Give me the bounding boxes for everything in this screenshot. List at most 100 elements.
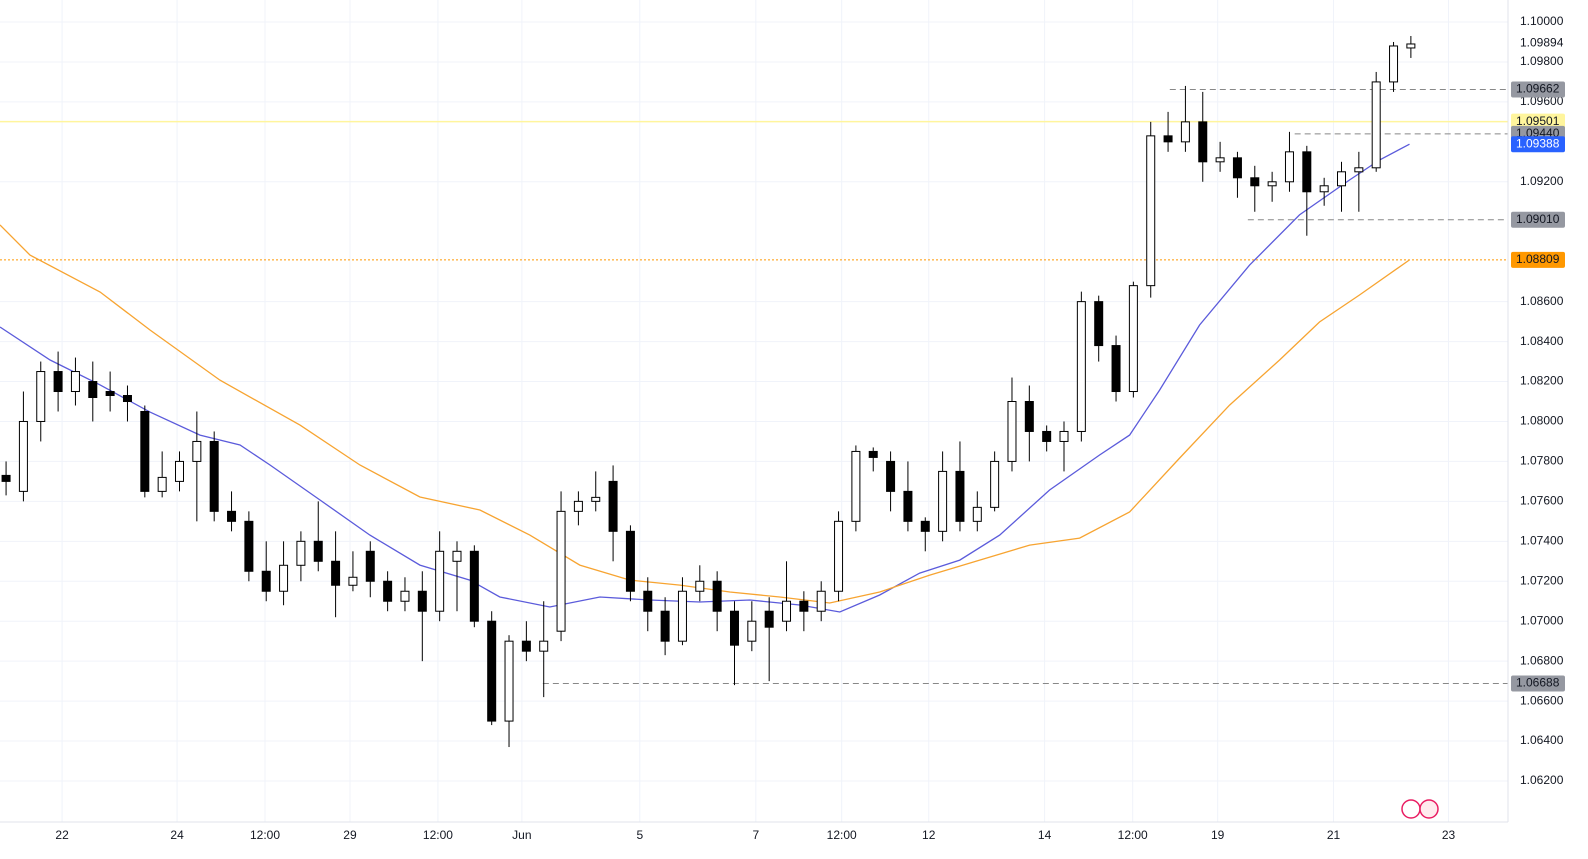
x-tick-label: 12:00 — [827, 828, 857, 842]
y-tick-label: 1.08200 — [1520, 374, 1564, 388]
price-label: 1.08809 — [1516, 252, 1560, 266]
candle-body — [435, 550, 445, 612]
candle-body — [868, 450, 878, 458]
moving-average — [0, 143, 1410, 613]
moving-averages — [0, 143, 1410, 613]
x-tick-label: 5 — [636, 828, 643, 842]
y-tick-label: 1.07600 — [1520, 494, 1564, 508]
candle-body — [157, 476, 167, 492]
candle-body — [209, 440, 219, 512]
candle-body — [36, 371, 46, 422]
candle-body — [1059, 430, 1069, 442]
candle-body — [1389, 45, 1399, 83]
candle-body — [313, 540, 323, 562]
candle-body — [764, 610, 774, 628]
candle-body — [816, 590, 826, 612]
candle-body — [556, 510, 566, 632]
candle-body — [417, 590, 427, 612]
candle-body — [1198, 121, 1208, 163]
candle-body — [452, 550, 462, 562]
candle-body — [1354, 167, 1364, 173]
candle-body — [1146, 135, 1156, 287]
y-tick-label: 1.06200 — [1520, 773, 1564, 787]
candle-body — [695, 580, 705, 592]
candle-body — [573, 500, 583, 512]
last-price-label: 1.09894 — [1520, 35, 1564, 49]
candle-body — [920, 520, 930, 532]
candle-body — [53, 371, 63, 393]
candle-body — [244, 520, 254, 572]
x-tick-label: 22 — [55, 828, 69, 842]
x-tick-label: 19 — [1211, 828, 1225, 842]
x-tick-label: 14 — [1038, 828, 1052, 842]
x-tick-label: 12:00 — [423, 828, 453, 842]
candle-body — [782, 600, 792, 622]
price-label-box — [1511, 113, 1565, 130]
price-label-box — [1511, 81, 1565, 98]
candle-body — [677, 590, 687, 642]
y-tick-label: 1.07200 — [1520, 573, 1564, 587]
candle-body — [1163, 135, 1173, 143]
price-label-box — [1511, 136, 1565, 153]
y-tick-label: 1.09200 — [1520, 174, 1564, 188]
candle-body — [660, 610, 670, 642]
levels — [0, 89, 1508, 685]
flag-icon[interactable] — [1419, 799, 1439, 819]
candle-body — [261, 570, 271, 592]
y-tick-label: 1.06600 — [1520, 693, 1564, 707]
x-tick-label: 24 — [170, 828, 184, 842]
candle-body — [88, 381, 98, 399]
candle-body — [851, 450, 861, 522]
candle-body — [608, 480, 618, 532]
candle-body — [1284, 151, 1294, 183]
candle-body — [1, 474, 11, 482]
candle-body — [1076, 301, 1086, 432]
y-tick-label: 1.08400 — [1520, 334, 1564, 348]
candle-body — [140, 410, 150, 492]
candle-body — [903, 490, 913, 522]
x-tick-label: 12:00 — [250, 828, 280, 842]
x-tick-label: Jun — [512, 828, 531, 842]
candle-body — [625, 530, 635, 592]
y-tick-label: 1.09600 — [1520, 94, 1564, 108]
candle-body — [1232, 157, 1242, 179]
candle-body — [799, 600, 809, 612]
candle-body — [1111, 345, 1121, 393]
candle-body — [1215, 157, 1225, 163]
y-tick-label: 1.07000 — [1520, 613, 1564, 627]
candle-body — [886, 460, 896, 492]
candle-body — [1302, 151, 1312, 193]
candle-body — [1024, 401, 1034, 432]
x-tick-label: 29 — [343, 828, 357, 842]
candle-body — [521, 640, 531, 652]
y-tick-label: 1.08000 — [1520, 414, 1564, 428]
candle-body — [1180, 121, 1190, 143]
candle-body — [18, 420, 28, 492]
candle-body — [729, 610, 739, 646]
axis-labels: 1.10000 1.09800 1.09600 1.09200 1.08600 1.084… — [55, 14, 1565, 842]
candle-body — [279, 564, 289, 592]
candle-body — [591, 496, 601, 502]
price-label: 1.06688 — [1516, 676, 1560, 690]
candle-body — [227, 510, 237, 522]
candle-body — [296, 540, 306, 566]
candle-body — [122, 395, 132, 403]
x-tick-label: 21 — [1327, 828, 1341, 842]
x-tick-label: 12 — [922, 828, 936, 842]
candle-body — [105, 391, 115, 397]
candle-body — [400, 590, 410, 602]
candle-body — [1042, 430, 1052, 442]
candle-body — [712, 580, 722, 612]
candle-body — [972, 506, 982, 522]
candle-body — [1319, 185, 1329, 193]
candles — [1, 35, 1416, 748]
candle-body — [834, 520, 844, 592]
candle-body — [1337, 171, 1347, 187]
y-tick-label: 1.08600 — [1520, 294, 1564, 308]
candle-body — [1406, 43, 1416, 49]
candle-body — [469, 550, 479, 622]
price-label-box — [1511, 675, 1565, 692]
candle-body — [1128, 285, 1138, 393]
candle-body — [747, 620, 757, 642]
